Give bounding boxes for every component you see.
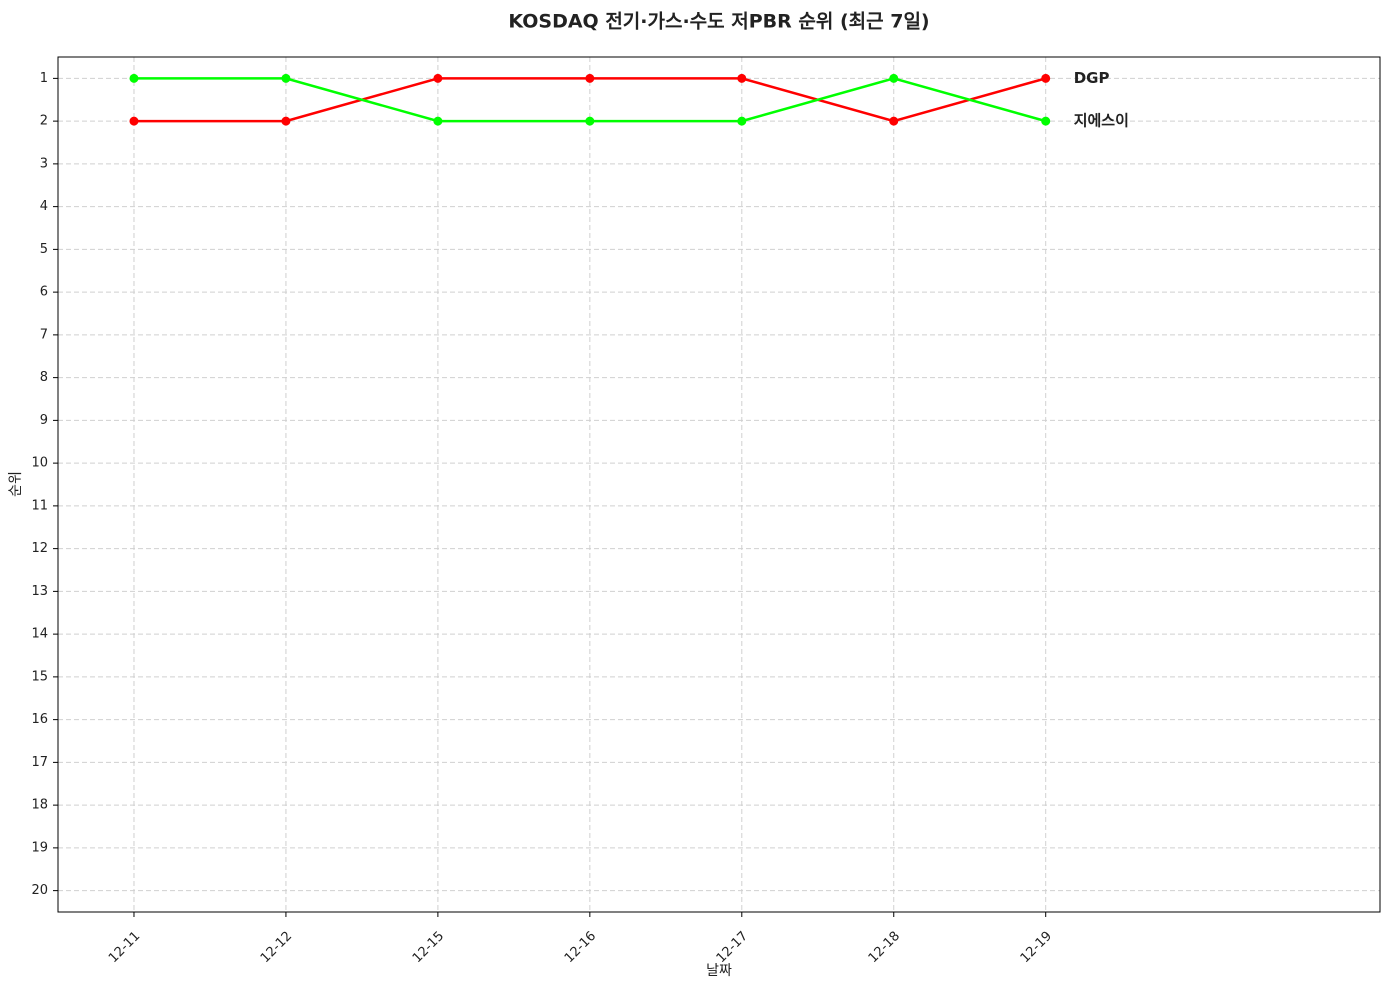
y-tick-label: 12 xyxy=(31,541,48,556)
y-tick-label: 9 xyxy=(40,413,48,428)
data-point xyxy=(889,116,899,126)
y-tick-label: 19 xyxy=(31,840,48,855)
data-point xyxy=(1041,116,1051,126)
y-tick-label: 5 xyxy=(40,242,48,257)
series-end-label: DGP xyxy=(1074,69,1110,87)
y-tick-label: 11 xyxy=(31,498,48,513)
data-point xyxy=(281,116,291,126)
data-point xyxy=(433,116,443,126)
y-tick-label: 6 xyxy=(40,285,48,300)
x-tick-label: 12-15 xyxy=(410,929,447,966)
series-end-label: 지에스이 xyxy=(1074,112,1129,130)
x-tick-label: 12-16 xyxy=(562,929,599,966)
plot-frame xyxy=(57,56,1381,913)
data-point xyxy=(585,73,595,83)
y-axis-label: 순위 xyxy=(8,471,24,497)
y-tick-label: 4 xyxy=(40,199,48,214)
x-tick-label: 12-18 xyxy=(866,929,903,966)
y-tick-label: 1 xyxy=(40,71,48,86)
y-tick-label: 2 xyxy=(40,114,48,129)
x-tick-label: 12-11 xyxy=(106,929,143,966)
x-tick-label: 12-12 xyxy=(258,929,295,966)
y-tick-label: 20 xyxy=(31,883,48,898)
chart-title: KOSDAQ 전기·가스·수도 저PBR 순위 (최근 7일) xyxy=(508,11,929,33)
y-tick-label: 10 xyxy=(31,456,48,471)
data-point xyxy=(129,116,139,126)
y-tick-label: 3 xyxy=(40,156,48,171)
data-point xyxy=(737,116,747,126)
x-tick-label: 12-17 xyxy=(714,929,751,966)
x-axis-label: 날짜 xyxy=(706,963,732,979)
y-tick-label: 13 xyxy=(31,584,48,599)
y-tick-label: 8 xyxy=(40,370,48,385)
data-point xyxy=(129,73,139,83)
data-point xyxy=(737,73,747,83)
y-tick-label: 7 xyxy=(40,327,48,342)
y-tick-label: 18 xyxy=(31,798,48,813)
data-point xyxy=(889,73,899,83)
y-tick-label: 16 xyxy=(31,712,48,727)
data-point xyxy=(585,116,595,126)
y-tick-label: 15 xyxy=(31,669,48,684)
data-point xyxy=(433,73,443,83)
x-tick-label: 12-19 xyxy=(1018,929,1055,966)
data-point xyxy=(1041,73,1051,83)
data-point xyxy=(281,73,291,83)
y-tick-label: 17 xyxy=(31,755,48,770)
y-tick-label: 14 xyxy=(31,627,48,642)
